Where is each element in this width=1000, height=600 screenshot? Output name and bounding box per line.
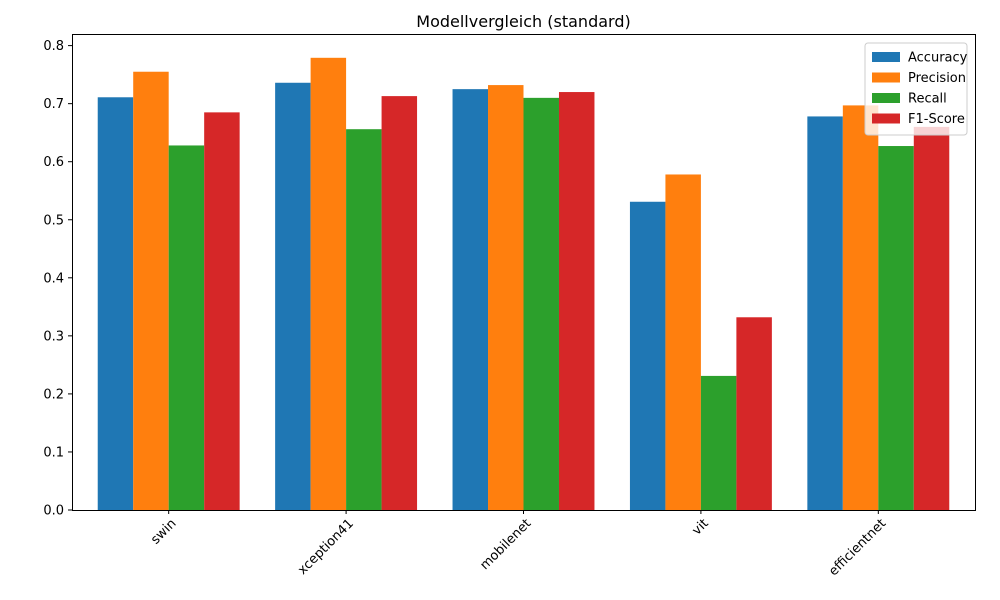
bar-xception41-accuracy	[275, 82, 311, 510]
bar-efficientnet-recall	[878, 146, 914, 510]
bar-swin-precision	[133, 71, 169, 511]
legend-label: Accuracy	[908, 51, 968, 66]
bar-mobilenet-accuracy	[452, 89, 489, 511]
x-axis: swin xception41 mobilenet vit efficientnet	[148, 510, 889, 579]
y-tick-label: 0.1	[43, 445, 64, 460]
bar-xception41-precision	[310, 57, 347, 511]
legend-swatch	[872, 113, 900, 124]
bar-vit-f1-score	[736, 317, 772, 510]
bar-swin-accuracy	[97, 97, 134, 511]
legend-swatch	[872, 52, 900, 62]
x-tick-label: efficientnet	[826, 516, 889, 579]
bars-group	[97, 57, 950, 511]
y-tick-label: 0.4	[43, 271, 64, 286]
bar-swin-recall	[168, 145, 205, 510]
y-axis: 0.0 0.1 0.2 0.3 0.4 0.5 0.6 0.7 0.8	[43, 39, 72, 519]
x-tick-label: swin	[148, 516, 179, 547]
y-tick-label: 0.3	[43, 329, 64, 344]
bar-mobilenet-recall	[523, 97, 559, 510]
bar-swin-f1-score	[204, 112, 240, 511]
chart-title: Modellvergleich (standard)	[416, 12, 630, 31]
legend-box	[864, 42, 968, 136]
bar-vit-accuracy	[629, 201, 666, 510]
bar-xception41-recall	[346, 129, 382, 510]
y-tick-label: 0.7	[43, 97, 64, 112]
legend-label: Recall	[908, 92, 947, 107]
x-tick-label: vit	[690, 516, 712, 538]
y-tick-label: 0.6	[43, 155, 64, 170]
y-tick-label: 0.0	[43, 504, 64, 519]
x-tick-label: mobilenet	[477, 516, 534, 573]
bar-efficientnet-accuracy	[807, 116, 843, 511]
bar-efficientnet-f1-score	[913, 126, 950, 510]
bar-mobilenet-precision	[488, 85, 524, 511]
y-tick-label: 0.2	[43, 387, 64, 402]
legend-label: Precision	[908, 71, 966, 86]
y-tick-label: 0.8	[43, 39, 64, 54]
bar-mobilenet-f1-score	[558, 92, 595, 511]
bar-xception41-f1-score	[381, 96, 418, 511]
bar-efficientnet-precision	[842, 105, 879, 511]
legend-swatch	[872, 93, 900, 103]
y-tick-label: 0.5	[43, 213, 64, 228]
legend-swatch	[872, 72, 900, 83]
legend: Accuracy Precision Recall F1-Score	[864, 42, 968, 136]
legend-label: F1-Score	[908, 112, 965, 127]
bar-vit-recall	[700, 375, 737, 510]
bar-vit-precision	[665, 174, 701, 511]
x-tick-label: xception41	[295, 516, 357, 578]
